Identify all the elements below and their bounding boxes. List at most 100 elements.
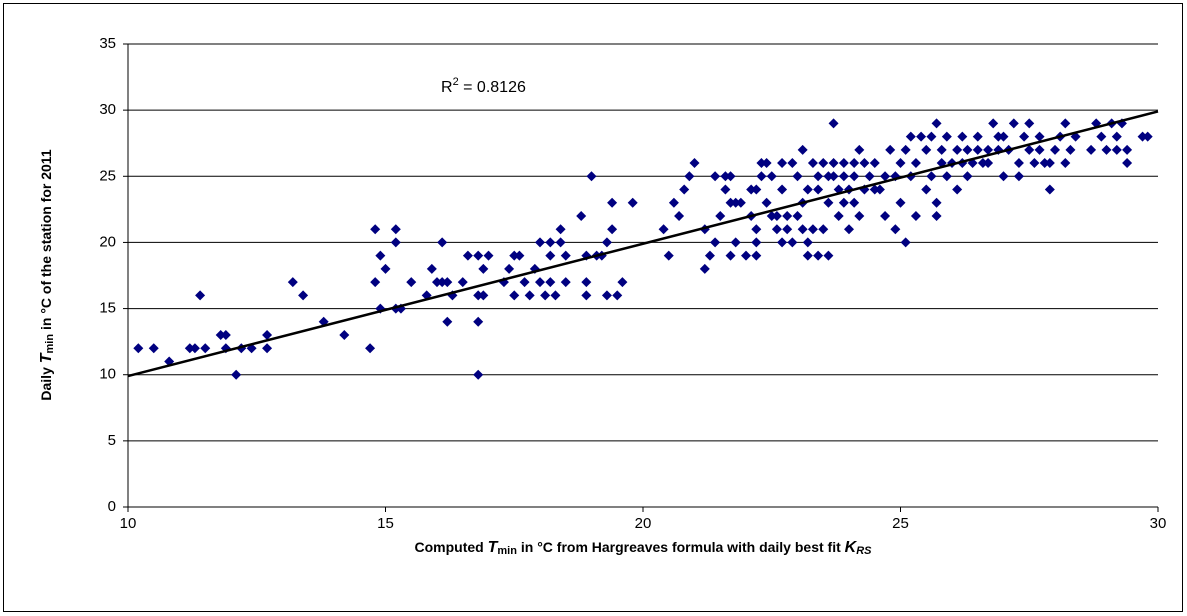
point	[751, 237, 762, 248]
point	[457, 277, 468, 288]
point	[802, 184, 813, 195]
point	[390, 224, 401, 235]
point	[1060, 118, 1071, 129]
point	[849, 158, 860, 169]
y-tick-label: 20	[99, 233, 116, 250]
point	[1039, 158, 1050, 169]
point	[962, 171, 973, 182]
point	[437, 237, 448, 248]
x-axis-label: Computed Tmin in °C from Hargreaves form…	[415, 539, 873, 557]
y-tick-label: 10	[99, 366, 116, 383]
point	[988, 118, 999, 129]
point	[807, 224, 818, 235]
y-label-part: min	[44, 334, 56, 354]
point	[462, 250, 473, 261]
point	[1034, 131, 1045, 142]
point	[684, 171, 695, 182]
point	[777, 237, 788, 248]
point	[200, 343, 211, 354]
point	[1034, 144, 1045, 155]
point	[782, 210, 793, 221]
x-label-part: in °C from Hargreaves formula with daily…	[517, 539, 845, 555]
point	[535, 237, 545, 248]
x-label-part: K	[845, 539, 858, 556]
point	[828, 118, 839, 129]
point	[262, 343, 273, 354]
point	[674, 210, 685, 221]
point	[550, 290, 561, 301]
point	[751, 184, 762, 195]
point	[689, 158, 700, 169]
point	[885, 144, 896, 155]
x-tick-label: 25	[892, 515, 909, 532]
point	[823, 250, 834, 261]
point	[921, 144, 932, 155]
point	[1111, 144, 1122, 155]
point	[936, 144, 947, 155]
point	[339, 330, 350, 341]
point	[1086, 144, 1097, 155]
point	[473, 250, 484, 261]
point	[287, 277, 298, 288]
point	[998, 171, 1009, 182]
point	[555, 224, 566, 235]
point	[849, 197, 860, 208]
point	[751, 224, 762, 235]
point	[370, 224, 381, 235]
point	[442, 277, 453, 288]
point	[473, 316, 484, 327]
point	[545, 237, 556, 248]
point	[473, 369, 484, 380]
point	[658, 224, 669, 235]
point	[426, 263, 437, 274]
point	[1111, 131, 1122, 142]
point	[365, 343, 376, 354]
point	[905, 131, 916, 142]
point	[813, 250, 824, 261]
point	[941, 131, 952, 142]
point	[900, 144, 911, 155]
point	[133, 343, 144, 354]
point	[983, 158, 994, 169]
point	[231, 369, 242, 380]
point	[215, 330, 226, 341]
point	[1060, 158, 1071, 169]
point	[668, 197, 679, 208]
point	[921, 184, 932, 195]
annotation-part: R	[441, 79, 453, 96]
point	[601, 237, 612, 248]
x-tick-label: 10	[120, 515, 137, 532]
point	[766, 171, 777, 182]
point	[1019, 131, 1030, 142]
point	[509, 290, 520, 301]
point	[818, 158, 829, 169]
y-tick-label: 0	[108, 498, 116, 515]
point	[220, 330, 231, 341]
point	[983, 144, 994, 155]
point	[797, 144, 808, 155]
point	[704, 250, 715, 261]
point	[941, 171, 952, 182]
point	[1096, 131, 1107, 142]
point	[298, 290, 309, 301]
point	[766, 210, 777, 221]
point	[601, 290, 612, 301]
point	[756, 158, 767, 169]
point	[560, 277, 571, 288]
point	[880, 210, 891, 221]
point	[725, 250, 736, 261]
chart-frame	[3, 3, 1183, 612]
point	[380, 263, 391, 274]
point	[1142, 131, 1153, 142]
point	[1137, 131, 1148, 142]
point	[931, 197, 942, 208]
point	[777, 158, 788, 169]
point	[725, 197, 736, 208]
point	[761, 197, 772, 208]
point	[823, 197, 834, 208]
point	[869, 158, 880, 169]
y-label-part: in °C of the station for 2011	[38, 149, 54, 334]
point	[957, 131, 968, 142]
point	[581, 277, 592, 288]
point	[787, 158, 798, 169]
